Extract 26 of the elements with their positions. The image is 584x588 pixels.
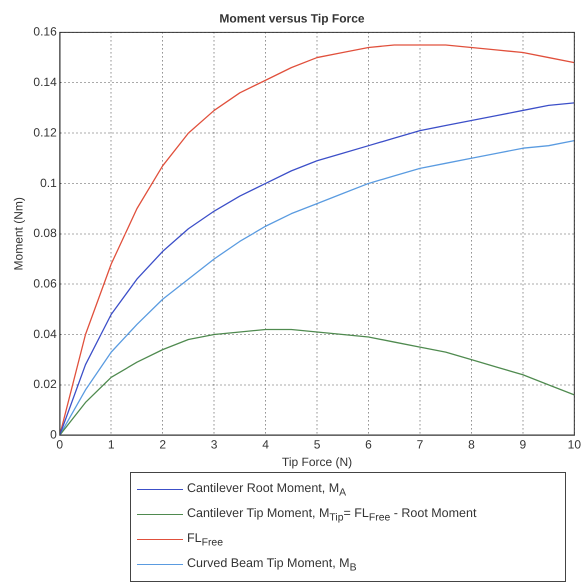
y-tick-label: 0.14	[33, 75, 58, 90]
y-axis-title: Moment (Nm)	[12, 197, 26, 270]
x-tick-label: 1	[108, 438, 115, 452]
y-tick-label: 0.16	[33, 24, 58, 39]
x-tick-label: 4	[262, 438, 270, 452]
chart-title: Moment versus Tip Force	[219, 12, 365, 26]
y-tick-label: 0.04	[33, 326, 58, 341]
y-tick-label: 0.02	[33, 377, 58, 392]
y-tick-label: 0.12	[33, 125, 58, 140]
y-tick-label: 0.1	[40, 176, 58, 190]
x-tick-label: 8	[468, 438, 476, 452]
x-tick-label: 5	[314, 438, 321, 452]
y-tick-label: 0.06	[33, 276, 58, 290]
x-tick-label: 10	[568, 438, 582, 452]
legend-label: Cantilever Tip Moment, M$_{Tip}$= FL$_{Free}$ - Root Moment	[187, 506, 476, 524]
x-axis-title: Tip Force (N)	[282, 455, 352, 470]
y-tick-label: 0	[50, 428, 58, 442]
legend-label: Cantilever Root Moment, M$_{A}$	[187, 480, 346, 498]
x-tick-label: 3	[210, 438, 218, 452]
x-tick-label: 2	[159, 438, 166, 452]
y-tick-label: 0.08	[33, 226, 58, 240]
legend-label: Curved Beam Tip Moment, M$_{B}$	[187, 556, 357, 574]
legend-label: FL$_{Free}$	[187, 530, 223, 548]
x-tick-label: 9	[520, 438, 527, 452]
x-tick-label: 7	[416, 438, 424, 452]
x-tick-label: 6	[365, 438, 372, 452]
